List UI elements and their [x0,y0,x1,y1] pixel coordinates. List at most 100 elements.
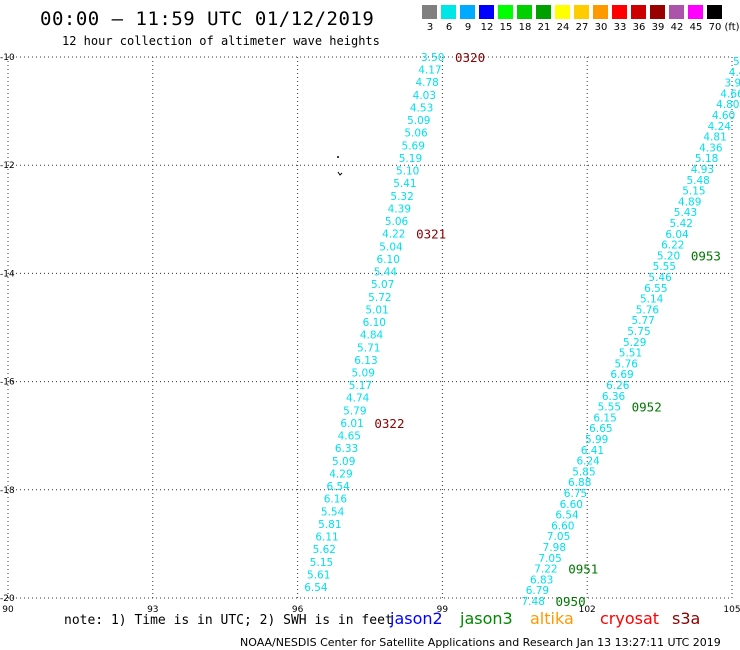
wave-height-value: 6.54 [326,481,350,493]
lon-label: 90 [2,605,14,615]
wave-height-value: 6.60 [560,499,583,511]
lat-label: -14 [0,269,15,279]
wave-height-value: 5.43 [674,207,697,219]
wave-height-value: 7.22 [534,564,557,576]
legend-swatch [536,5,551,19]
wave-height-value: 5.75 [627,326,650,338]
wave-height-value: 6.26 [606,380,630,392]
time-label: 0320 [455,50,485,65]
wave-height-value: 6.69 [610,369,633,381]
wave-height-value: 5.0 [733,56,740,68]
wave-height-value: 5.06 [404,128,428,140]
wave-height-value: 5.18 [695,153,718,165]
wave-height-value: 4.65 [338,431,361,443]
island-marker [337,156,339,158]
legend-swatch [517,5,532,19]
wave-height-value: 4.60 [712,110,735,122]
island-marker [337,171,343,176]
time-label: 0321 [416,227,446,242]
legend-swatch [479,5,494,19]
legend-swatch [593,5,608,19]
wave-height-value: 6.04 [665,229,689,241]
legend-label: 9 [464,22,472,33]
legend-swatch [612,5,627,19]
wave-height-value: 5.76 [615,358,639,370]
legend-label: 6 [445,22,453,33]
wave-height-value: 5.51 [619,348,642,360]
wave-height-value: 5.20 [657,250,680,262]
wave-height-value: 6.79 [526,585,549,597]
wave-height-value: 4.84 [360,330,384,342]
satellite-name: altika [530,609,574,628]
legend-swatch [631,5,646,19]
wave-height-value: 5.79 [343,405,366,417]
wave-height-value: 6.36 [602,391,626,403]
wave-height-value: 5.55 [653,261,676,273]
wave-height-value: 5.15 [682,186,705,198]
wave-height-value: 4.36 [699,142,723,154]
wave-height-value: 4.53 [410,102,433,114]
wave-height-value: 6.10 [377,254,400,266]
wave-height-value: 5.62 [313,544,336,556]
time-label: 0953 [691,248,721,263]
wave-height-value: 5.55 [598,402,621,414]
legend-label: 12 [480,22,494,33]
satellite-name: s3a [672,609,701,628]
legend-swatch [650,5,665,19]
legend-swatch [460,5,475,19]
wave-height-value: 6.01 [340,418,363,430]
wave-height-value: 4.74 [346,393,370,405]
legend-label: 42 [670,22,684,33]
legend-label: 27 [575,22,589,33]
wave-height-value: 5.09 [407,115,430,127]
legend-label: 21 [537,22,551,33]
legend-unit: (ft) [724,22,740,33]
lat-label: -12 [0,161,15,171]
satellite-name: jason3 [460,609,513,628]
wave-height-value: 5.41 [393,178,416,190]
wave-height-value: 6.41 [581,445,604,457]
wave-height-value: 6.65 [589,423,612,435]
legend-swatch [669,5,684,19]
map-subtitle: 12 hour collection of altimeter wave hei… [62,34,380,48]
wave-height-value: 5.76 [636,304,660,316]
legend-label: 45 [689,22,703,33]
wave-height-value: 5.69 [402,140,425,152]
wave-height-value: 4.78 [415,77,438,89]
wave-height-value: 5.01 [365,304,388,316]
wave-height-value: 4.03 [413,90,436,102]
wave-height-value: 4.29 [329,468,352,480]
wave-height-value: 6.54 [555,510,579,522]
wave-height-value: 6.54 [304,582,328,594]
time-label: 0952 [632,400,662,415]
wave-height-value: 6.88 [568,477,591,489]
wave-height-value: 7.05 [547,531,570,543]
wave-height-value: 5.42 [670,218,693,230]
wave-height-value: 4.39 [388,203,411,215]
wave-height-value: 5.19 [399,153,422,165]
wave-height-value: 5.32 [390,191,413,203]
wave-height-value: 5.72 [368,292,391,304]
wave-height-value: 4.93 [691,164,714,176]
lon-label: 105 [723,605,740,615]
satellite-name: cryosat [600,609,660,628]
legend-swatch [707,5,722,19]
lat-label: -10 [0,53,15,63]
wave-height-value: 5.81 [318,519,341,531]
lat-label: -16 [0,378,15,388]
wave-height-value: 5.77 [631,315,654,327]
wave-height-value: 5.07 [371,279,394,291]
wave-height-value: 5.29 [623,337,646,349]
wave-height-value: 6.13 [354,355,377,367]
wave-height-value: 5.04 [379,241,403,253]
legend-label: 36 [632,22,646,33]
wave-height-value: 6.24 [576,456,600,468]
wave-height-value: 5.09 [352,368,375,380]
wave-height-value: 5.71 [357,342,380,354]
legend-swatch [498,5,513,19]
legend-swatch [422,5,437,19]
wave-height-value: 5.09 [332,456,355,468]
wave-height-value: 7.48 [522,596,545,608]
legend-swatch [555,5,570,19]
